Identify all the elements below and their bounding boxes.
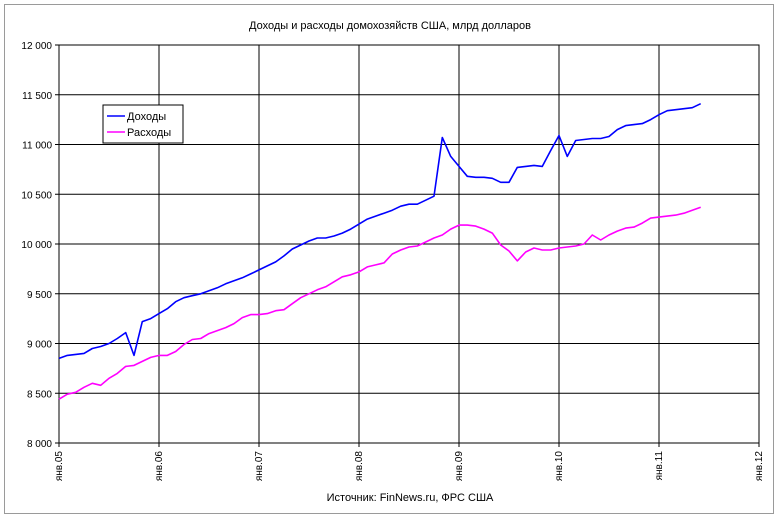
x-tick-label: янв.05: [54, 451, 65, 482]
series-line-expenses: [58, 206, 701, 400]
y-tick-label: 8 500: [27, 389, 52, 400]
y-tick-label: 9 000: [27, 340, 52, 351]
y-tick-label: 10 000: [21, 240, 52, 251]
source-note: Источник: FinNews.ru, ФРС США: [327, 492, 494, 504]
y-tick-label: 10 500: [21, 190, 52, 201]
line-chart: Доходы и расходы домохозяйств США, млрд …: [21, 20, 765, 504]
chart-frame: Доходы и расходы домохозяйств США, млрд …: [4, 4, 774, 514]
series-line-income: [58, 102, 702, 360]
legend-label-expenses: Расходы: [127, 127, 171, 139]
y-axis-ticks: 8 000 8 500 9 000 9 500 10 000 10 500 11 000 11…: [21, 41, 59, 450]
y-tick-label: 11 500: [22, 91, 52, 102]
x-tick-label: янв.06: [154, 451, 165, 482]
x-tick-label: янв.08: [354, 451, 365, 482]
y-tick-label: 9 500: [27, 290, 52, 301]
y-tick-label: 11 000: [22, 141, 52, 152]
x-tick-label: янв.07: [254, 451, 265, 482]
legend-box: [102, 104, 184, 144]
series-lines: [58, 102, 702, 400]
x-axis-ticks: янв.05 янв.06 янв.07 янв.08 янв.09 янв.10 янв.…: [54, 443, 765, 481]
x-tick-label: янв.12: [754, 451, 765, 482]
x-tick-label: янв.11: [654, 451, 665, 481]
x-tick-label: янв.09: [454, 451, 465, 482]
legend-label-income: Доходы: [127, 111, 166, 123]
legend: Доходы Расходы: [102, 104, 184, 144]
chart-title: Доходы и расходы домохозяйств США, млрд …: [249, 20, 531, 32]
y-tick-label: 8 000: [27, 439, 52, 450]
y-tick-label: 12 000: [21, 41, 52, 52]
x-tick-label: янв.10: [554, 451, 565, 482]
